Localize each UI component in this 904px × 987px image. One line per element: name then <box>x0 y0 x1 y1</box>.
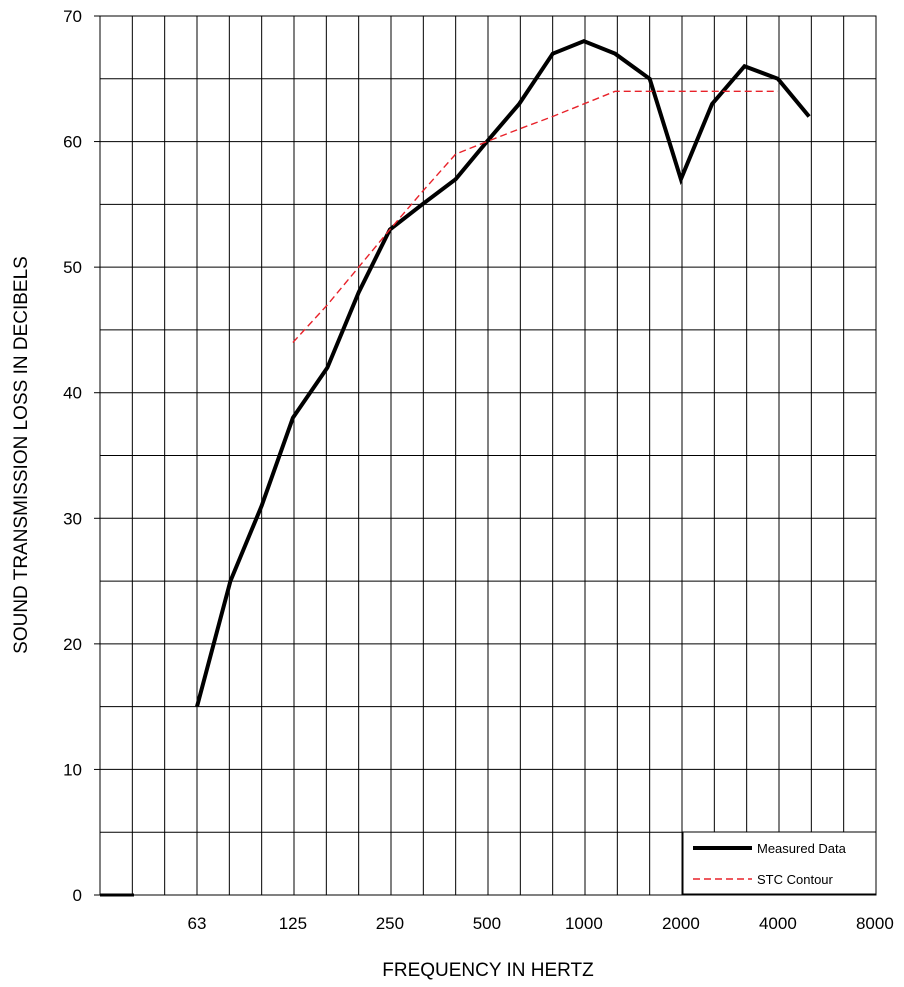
legend: Measured Data STC Contour <box>682 831 877 895</box>
x-tick-label: 250 <box>376 914 404 933</box>
legend-box <box>682 831 877 895</box>
y-tick-label: 60 <box>63 133 82 152</box>
grid-lines <box>94 15 876 896</box>
x-tick-label: 125 <box>279 914 307 933</box>
y-tick-labels: 0 10 20 30 40 50 60 70 <box>63 7 82 905</box>
x-tick-label: 8000 <box>856 914 894 933</box>
y-tick-label: 0 <box>73 886 82 905</box>
y-tick-label: 20 <box>63 635 82 654</box>
y-tick-label: 50 <box>63 258 82 277</box>
y-axis-title: SOUND TRANSMISSION LOSS IN DECIBELS <box>11 256 32 654</box>
series-line-measured-data <box>195 38 811 708</box>
x-axis-title: FREQUENCY IN HERTZ <box>382 960 594 981</box>
plot-frame <box>99 15 877 896</box>
x-tick-label: 500 <box>473 914 501 933</box>
y-tick-label: 40 <box>63 384 82 403</box>
y-tick-label: 10 <box>63 760 82 779</box>
y-tick-label: 70 <box>63 7 82 26</box>
series-line-stc-contour <box>292 90 778 343</box>
y-tick-label: 30 <box>63 509 82 528</box>
legend-label-stc: STC Contour <box>757 872 834 887</box>
x-tick-label: 1000 <box>565 914 603 933</box>
x-tick-label: 2000 <box>662 914 700 933</box>
legend-label-measured: Measured Data <box>757 841 847 856</box>
x-tick-label: 4000 <box>759 914 797 933</box>
x-tick-labels: 63 125 250 500 1000 2000 4000 8000 <box>188 914 894 933</box>
series-layer <box>195 38 811 708</box>
x-tick-label: 63 <box>188 914 207 933</box>
